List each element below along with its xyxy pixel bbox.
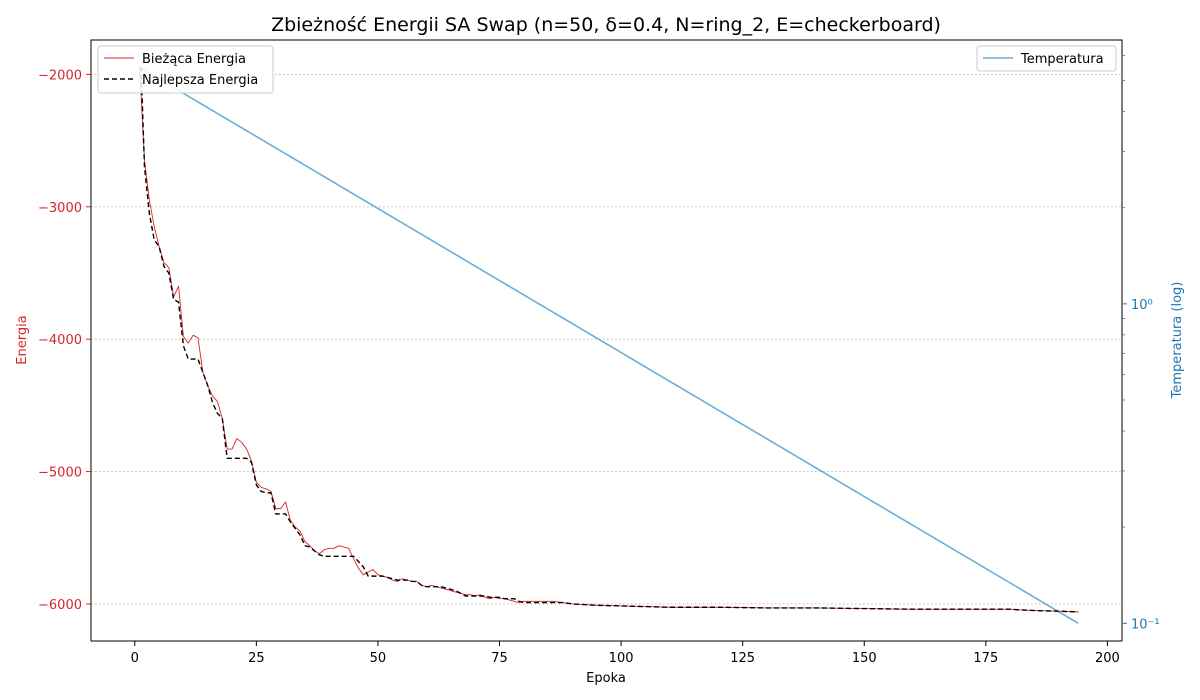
legend-right: Temperatura [976, 45, 1117, 72]
y-right-tick-label: 10⁻¹ [1131, 617, 1160, 632]
legend-left-box [97, 45, 274, 94]
x-tick-label: 25 [248, 651, 265, 666]
plot-frame [90, 39, 1123, 642]
chart-title: Zbieżność Energii SA Swap (n=50, δ=0.4, … [271, 14, 941, 36]
y-axis-left: −2000 −3000 −4000 −5000 −6000 [38, 68, 91, 613]
x-tick-label: 175 [973, 651, 998, 666]
y-left-tick-label: −5000 [38, 466, 82, 481]
x-tick-label: 0 [131, 651, 139, 666]
y-left-tick-label: −2000 [38, 68, 82, 83]
legend-left: Bieżąca Energia Najlepsza Energia [97, 45, 274, 94]
x-tick-label: 100 [609, 651, 634, 666]
x-tick-label: 150 [852, 651, 877, 666]
y-axis-right-label: Temperatura (log) [1170, 282, 1185, 400]
y-axis-right: 10⁰ 10⁻¹ [1122, 54, 1160, 632]
legend-right-box [976, 45, 1117, 72]
temperature-line [139, 66, 1079, 624]
legend-current-label: Bieżąca Energia [142, 52, 246, 67]
x-axis-label: Epoka [586, 671, 626, 686]
series-layer [139, 66, 1079, 624]
x-tick-label: 200 [1095, 651, 1120, 666]
y-axis-left-label: Energia [15, 315, 30, 364]
x-tick-label: 125 [730, 651, 755, 666]
legend-best-label: Najlepsza Energia [142, 73, 258, 88]
y-right-tick-label: 10⁰ [1131, 298, 1153, 313]
y-left-tick-label: −6000 [38, 598, 82, 613]
x-tick-label: 75 [491, 651, 508, 666]
y-left-tick-label: −4000 [38, 333, 82, 348]
legend-temperature-label: Temperatura [1020, 52, 1104, 67]
x-axis: 0 25 50 75 100 125 150 175 200 [131, 641, 1120, 666]
y-left-tick-label: −3000 [38, 201, 82, 216]
x-tick-label: 50 [370, 651, 387, 666]
